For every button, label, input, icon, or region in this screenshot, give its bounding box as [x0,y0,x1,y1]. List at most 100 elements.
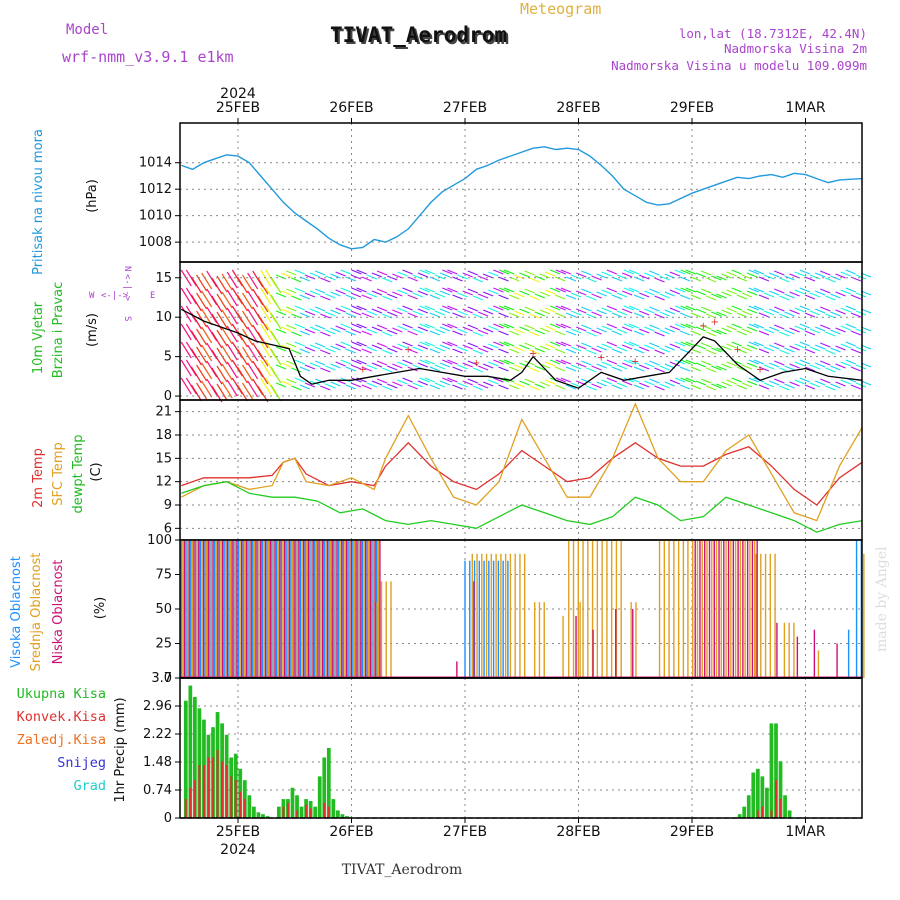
wind-barb [664,381,675,387]
wind-barb [753,359,765,365]
wind-barb [304,274,316,280]
wind-barb [644,380,655,386]
wind-barb [392,309,403,315]
wind-barb [226,289,238,307]
wind-barb [825,367,836,373]
wind-barb [462,308,473,314]
wind-barb [265,287,277,305]
wind-barb [345,312,357,318]
wind-barb [544,325,556,331]
wind-barb [477,311,489,317]
wind-label-2: Brzina i Pravac [51,282,66,379]
wind-barb [387,275,398,281]
wind-barb [439,344,451,350]
wind-barb [524,324,535,330]
wind-barb [275,346,287,352]
wind-barb [247,272,259,290]
wind-barb [726,325,737,331]
wind-barb [560,305,572,311]
wind-barb [356,323,367,329]
wind-barb [180,287,192,305]
wind-barb [509,366,520,372]
precip-bar-convective [216,749,219,818]
wind-barb [679,276,691,282]
wind-barb [623,341,635,347]
wind-barb [524,288,535,294]
wind-barb [221,273,233,291]
ytick-label-temp: 21 [155,405,172,420]
wind-barb [457,382,468,388]
wind-barb [654,367,665,373]
wind-barb [498,323,510,329]
ytick-label-wind: 5 [164,350,172,365]
wind-barb [392,327,403,333]
wind-barb [529,349,540,355]
wind-barb [565,348,577,354]
wind-barb [216,311,228,329]
wind-barb [275,274,287,280]
wind-barb [809,364,821,370]
lonlat-label: lon,lat (18.7312E, 42.4N) [679,26,867,41]
wind-barb [611,330,623,336]
wind-barb [855,346,867,352]
wind-barb [830,329,841,335]
wind-barb [789,309,800,315]
wind-barb [361,348,372,354]
wind-barb [211,367,223,385]
wind-barb [320,331,331,337]
wind-barb [705,385,717,391]
wind-barb [529,277,540,283]
wind-barb [371,344,383,350]
wind-barb [664,309,675,315]
wind-barb [247,362,259,380]
wind-barb [804,294,816,300]
wind-barb [565,276,577,282]
wind-barb [320,313,331,319]
wind-barb [381,367,393,373]
wind-barb [371,272,383,278]
wind-barb [260,359,272,377]
wind-barb [638,346,650,352]
wind-barb [664,327,675,333]
wind-barb [424,359,435,365]
wind-barb [429,276,441,282]
wind-barb [606,323,618,329]
wind-barb [835,345,846,351]
wind-barb [591,365,602,371]
wind-barb [356,341,367,347]
model-label: Model [66,22,108,38]
date-label-top: 29FEB [670,100,714,116]
wind-barb [488,379,499,385]
wind-barb [758,330,770,336]
wind-barb [462,380,473,386]
wind-barb [814,362,826,368]
wind-barb [294,269,305,275]
wind-barb [236,366,248,384]
wind-barb [340,269,351,275]
wind-barb [560,377,572,383]
wind-barb [280,272,292,278]
wind-barb [291,313,302,319]
wind-barb [685,287,696,293]
wind-barb [397,343,408,349]
wind-barb [555,276,566,282]
wind-barb [216,365,228,383]
wind-barb [429,366,441,372]
wind-barb [555,312,566,318]
date-label-top: 26FEB [329,100,373,116]
ytick-label-cloud: 50 [155,602,172,617]
wind-barb [794,307,805,313]
wind-barb [674,341,686,347]
wind-barb [763,382,775,388]
wind-barb [265,305,277,323]
wind-barb [407,294,418,300]
wind-barb [570,328,582,334]
wind-barb [216,383,228,401]
wind-barb [402,323,413,329]
ytick-label-temp: 15 [155,451,172,466]
wind-barb [503,323,515,329]
wind-barb [721,273,732,279]
ytick-label-pressure: 1012 [139,182,172,197]
precip-bar-total [197,708,202,818]
wind-barb [850,384,862,390]
